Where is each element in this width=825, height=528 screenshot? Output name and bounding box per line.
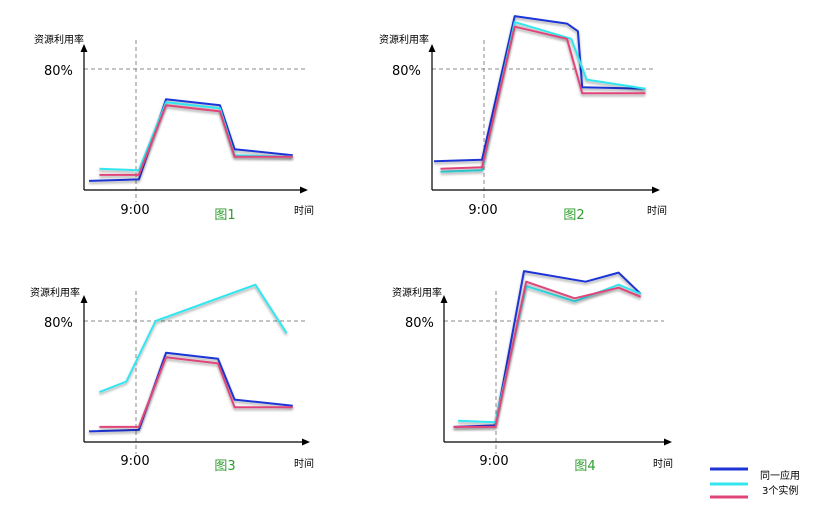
y-axis-label: 资源利用率 bbox=[379, 33, 429, 46]
x-axis-label: 时间 bbox=[653, 457, 673, 470]
y-axis-arrow-icon bbox=[80, 295, 88, 303]
series-line-three-instances-cyan bbox=[99, 283, 288, 394]
y-axis-arrow-icon bbox=[440, 295, 448, 303]
y-tick-label: 80% bbox=[44, 316, 73, 331]
y-tick-label: 80% bbox=[405, 316, 434, 331]
figure-caption: 图3 bbox=[214, 459, 235, 474]
y-axis-label: 资源利用率 bbox=[34, 33, 84, 46]
y-axis-label: 资源利用率 bbox=[392, 286, 442, 299]
y-axis-arrow-icon bbox=[80, 44, 88, 52]
x-axis-arrow-icon bbox=[302, 438, 310, 446]
y-axis-arrow-icon bbox=[428, 44, 436, 52]
figure-caption: 图4 bbox=[574, 459, 595, 474]
x-tick-label: 9:00 bbox=[468, 203, 497, 218]
series-line-three-instances-pink bbox=[99, 356, 293, 428]
series-line-three-instances-cyan bbox=[99, 101, 293, 172]
figure-caption: 图1 bbox=[214, 208, 235, 223]
x-axis-label: 时间 bbox=[294, 457, 314, 470]
x-axis-label: 时间 bbox=[294, 204, 314, 217]
series-line-three-instances-pink bbox=[99, 104, 293, 176]
x-axis-arrow-icon bbox=[652, 186, 660, 194]
y-tick-label: 80% bbox=[44, 64, 73, 79]
x-axis-arrow-icon bbox=[664, 438, 672, 446]
series-line-three-instances-pink bbox=[440, 25, 646, 170]
series-line-same-app bbox=[433, 15, 646, 163]
x-axis-arrow-icon bbox=[300, 186, 308, 194]
y-axis-label: 资源利用率 bbox=[30, 286, 80, 299]
y-tick-label: 80% bbox=[392, 64, 421, 79]
figure-caption: 图2 bbox=[563, 208, 584, 223]
series-line-same-app bbox=[453, 270, 642, 428]
series-line-same-app bbox=[88, 351, 293, 433]
legend-label-same-app: 同一应用 bbox=[760, 469, 800, 482]
series-line-same-app bbox=[88, 98, 293, 182]
x-tick-label: 9:00 bbox=[120, 454, 149, 469]
series-line-three-instances-cyan bbox=[457, 283, 641, 424]
x-axis-label: 时间 bbox=[647, 204, 667, 217]
series-line-three-instances-cyan bbox=[440, 21, 646, 173]
legend: 同一应用 3个实例 bbox=[710, 467, 800, 499]
legend-label-three-instances: 3个实例 bbox=[762, 484, 798, 497]
series-line-three-instances-pink bbox=[453, 280, 641, 428]
x-tick-label: 9:00 bbox=[479, 454, 508, 469]
x-tick-label: 9:00 bbox=[120, 203, 149, 218]
